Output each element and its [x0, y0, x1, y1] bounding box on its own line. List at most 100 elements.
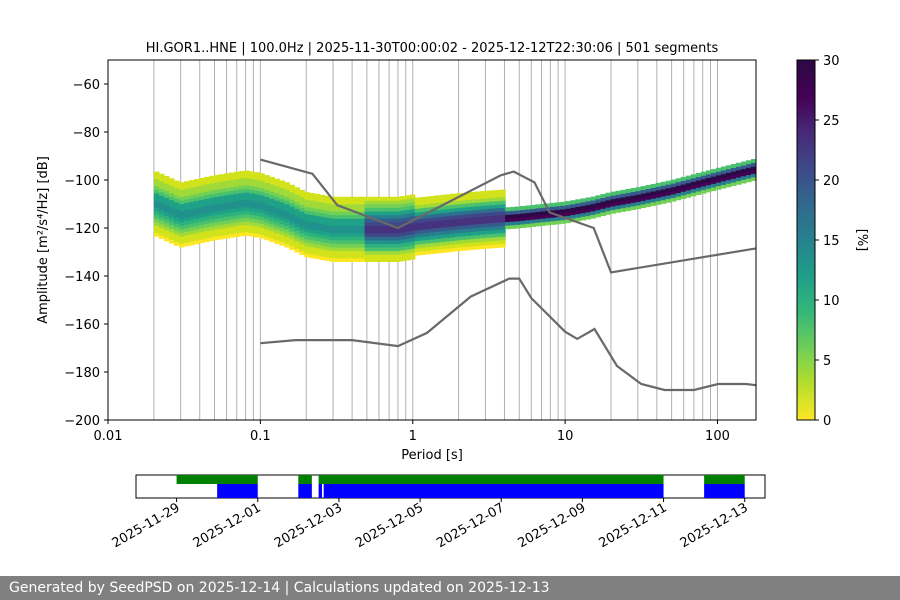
psd-cell — [419, 200, 426, 205]
psd-cell — [284, 225, 290, 230]
psd-cell — [434, 209, 441, 214]
psd-cell — [384, 225, 391, 230]
noise-model-line — [260, 277, 756, 392]
psd-cell — [314, 240, 321, 245]
psd-cell — [535, 204, 541, 209]
psd-cell — [244, 184, 250, 189]
psd-cell — [595, 195, 602, 200]
psd-cell — [560, 205, 566, 210]
psd-cell — [173, 202, 180, 207]
psd-cell — [284, 221, 290, 226]
psd-cell — [635, 205, 642, 210]
psd-cell — [153, 171, 160, 176]
psd-cell — [344, 258, 351, 262]
psd-cell — [545, 214, 551, 219]
psd-cell — [449, 201, 456, 206]
psd-cell — [324, 210, 331, 215]
psd-cell — [495, 193, 501, 198]
psd-cell — [459, 232, 466, 237]
psd-cell — [309, 200, 316, 205]
psd-cell — [389, 236, 396, 241]
psd-cell — [359, 240, 366, 244]
psd-cell — [209, 226, 215, 231]
psd-cell — [379, 232, 386, 237]
psd-cell — [314, 201, 321, 206]
psd-cell — [414, 219, 421, 224]
psd-cell — [329, 207, 336, 212]
psd-cell — [168, 178, 175, 183]
psd-cell — [183, 195, 190, 200]
psd-cell — [660, 196, 667, 201]
y-axis-ticks: −60−80−100−120−140−160−180−200 — [64, 78, 108, 429]
psd-cell — [525, 212, 531, 217]
psd-cell — [229, 215, 235, 220]
psd-cell — [319, 223, 326, 228]
psd-cell — [404, 256, 411, 261]
psd-cell — [344, 214, 351, 219]
psd-cell — [249, 196, 255, 201]
psd-cell — [219, 195, 225, 200]
psd-cell — [550, 213, 556, 218]
psd-cell — [234, 171, 240, 176]
psd-cell — [219, 224, 225, 229]
psd-cell — [219, 228, 225, 233]
psd-cell — [670, 193, 677, 198]
psd-cell — [480, 237, 486, 242]
psd-cell — [173, 223, 180, 228]
psd-cell — [394, 236, 401, 241]
psd-cell — [269, 234, 275, 239]
psd-cell — [199, 213, 205, 218]
psd-cell — [610, 202, 617, 207]
psd-cell — [429, 203, 436, 208]
psd-cell — [630, 202, 637, 207]
psd-cell — [660, 185, 667, 190]
psd-cell — [158, 180, 165, 185]
psd-cell — [324, 231, 331, 236]
psd-cell — [419, 229, 426, 234]
psd-cell — [339, 243, 346, 248]
psd-cell — [490, 226, 496, 231]
psd-cell — [490, 237, 496, 242]
psd-cell — [279, 194, 285, 199]
psd-cell — [490, 190, 496, 195]
psd-cell — [645, 188, 652, 193]
psd-cell — [605, 199, 612, 204]
psd-cell — [394, 232, 401, 237]
psd-cell — [404, 238, 411, 243]
psd-cell — [675, 189, 682, 194]
psd-cell — [229, 201, 235, 206]
psd-cell — [344, 254, 351, 259]
psd-cell — [500, 236, 506, 241]
psd-cell — [244, 213, 250, 218]
psd-cell — [329, 214, 336, 219]
psd-cell — [158, 188, 165, 193]
psd-cell — [394, 222, 401, 226]
psd-cell — [475, 213, 481, 218]
psd-cell — [259, 234, 265, 239]
psd-cell — [234, 229, 240, 234]
psd-cell — [259, 180, 265, 185]
psd-cell — [540, 221, 546, 226]
psd-cell — [274, 200, 280, 205]
psd-cell — [224, 212, 230, 217]
psd-cell — [510, 224, 516, 229]
psd-cell — [344, 211, 351, 216]
psd-cell — [404, 252, 411, 257]
psd-cell — [204, 230, 210, 235]
psd-cell — [434, 245, 441, 250]
psd-cell — [259, 173, 265, 178]
psd-cell — [505, 218, 511, 223]
psd-cell — [364, 250, 371, 255]
psd-cell — [454, 204, 461, 209]
psd-cell — [480, 198, 486, 203]
psd-cell — [359, 214, 366, 219]
psd-cell — [464, 232, 471, 237]
psd-cell — [730, 182, 737, 187]
psd-cell — [655, 200, 662, 205]
psd-cell — [339, 254, 346, 259]
psd-cell — [580, 198, 586, 203]
availability-segment — [176, 475, 258, 484]
psd-cell — [570, 200, 576, 205]
psd-cell — [480, 191, 486, 196]
psd-cell — [449, 233, 456, 238]
